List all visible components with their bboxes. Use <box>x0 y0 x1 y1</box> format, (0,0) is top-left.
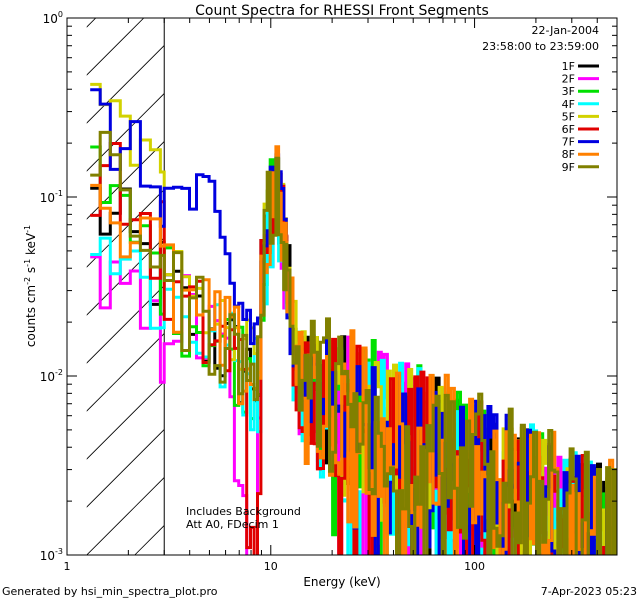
x-axis-label: Energy (keV) <box>303 575 380 589</box>
legend-label: 1F <box>562 60 575 73</box>
legend-label: 7F <box>562 136 575 149</box>
legend-label: 4F <box>562 98 575 111</box>
time-range-label: 23:58:00 to 23:59:00 <box>482 40 599 53</box>
legend-label: 2F <box>562 73 575 86</box>
plot-frame <box>66 17 618 556</box>
y-tick-label: 10-3 <box>40 547 63 563</box>
series-line-9F <box>90 130 617 555</box>
annotation-attenuator: Att A0, FDecim 1 <box>186 518 279 531</box>
legend-label: 3F <box>562 85 575 98</box>
y-tick-label: 10-2 <box>40 368 63 384</box>
footer-generated-by: Generated by hsi_min_spectra_plot.pro <box>2 585 218 598</box>
legend-label: 6F <box>562 123 575 136</box>
chart-title: Count Spectra for RHESSI Front Segments <box>195 3 489 19</box>
y-axis-label: counts cm-2 s-1 keV-1 <box>23 225 38 347</box>
annotation-background: Includes Background <box>186 505 301 518</box>
legend-label: 8F <box>562 148 575 161</box>
y-tick-label: 10-1 <box>40 189 63 205</box>
x-tick-label: 10 <box>264 560 278 573</box>
x-tick-label: 100 <box>464 560 485 573</box>
x-tick-label: 1 <box>64 560 71 573</box>
legend-label: 5F <box>562 110 575 123</box>
footer-timestamp: 7-Apr-2023 05:23 <box>541 585 637 598</box>
date-label: 22-Jan-2004 <box>532 24 600 37</box>
axis-ticks: 1 10 100 100 10-1 10-2 10-3 <box>40 10 618 573</box>
y-tick-label: 100 <box>43 10 63 26</box>
series-layer <box>90 82 617 555</box>
legend-label: 9F <box>562 161 575 174</box>
